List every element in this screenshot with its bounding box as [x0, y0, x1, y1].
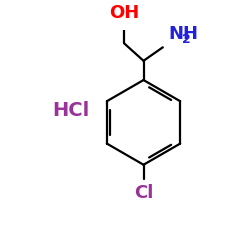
Text: Cl: Cl	[134, 184, 153, 202]
Text: OH: OH	[109, 4, 140, 22]
Text: HCl: HCl	[52, 101, 89, 120]
Text: 2: 2	[182, 33, 190, 46]
Text: NH: NH	[168, 26, 198, 44]
